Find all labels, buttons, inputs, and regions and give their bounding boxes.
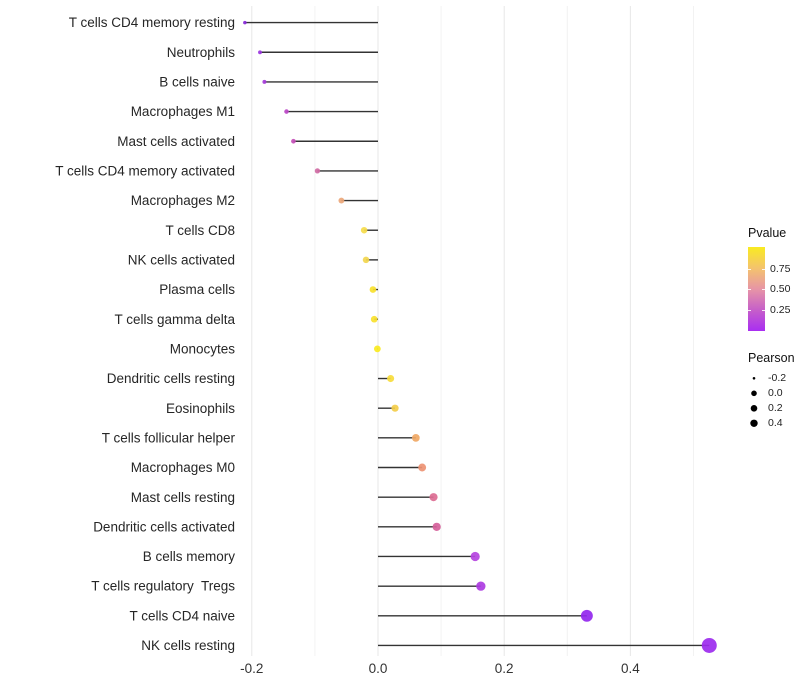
y-axis-label: NK cells activated bbox=[128, 252, 235, 267]
data-point bbox=[387, 374, 395, 383]
data-point bbox=[370, 315, 378, 323]
pearson-legend-dot bbox=[750, 419, 758, 427]
data-point bbox=[373, 345, 381, 353]
data-point bbox=[432, 522, 441, 531]
pearson-legend-title: Pearson bbox=[748, 351, 795, 365]
data-point bbox=[369, 286, 377, 293]
y-axis-label: T cells gamma delta bbox=[114, 312, 235, 327]
pearson-legend-dot bbox=[752, 377, 756, 380]
y-axis-label: T cells regulatory Tregs bbox=[91, 579, 235, 594]
pvalue-gradient-tick-mark bbox=[762, 310, 765, 312]
pvalue-legend-title: Pvalue bbox=[748, 226, 787, 240]
y-axis-label: T cells CD8 bbox=[165, 223, 235, 238]
y-axis-label: B cells naive bbox=[159, 75, 235, 90]
pvalue-legend-tick-label: 0.50 bbox=[770, 283, 791, 296]
x-axis-tick-label: 0.0 bbox=[369, 661, 388, 676]
y-axis-label: Eosinophils bbox=[166, 401, 235, 416]
y-axis-label: T cells follicular helper bbox=[102, 430, 236, 445]
pvalue-gradient-tick-mark bbox=[748, 268, 751, 270]
y-axis-label: Monocytes bbox=[170, 341, 236, 356]
data-point bbox=[362, 256, 370, 264]
y-axis-label: Mast cells activated bbox=[117, 134, 235, 149]
x-axis-tick-label: -0.2 bbox=[240, 661, 263, 676]
pearson-legend-dot bbox=[751, 390, 757, 397]
y-axis-label: Macrophages M1 bbox=[131, 104, 235, 119]
y-axis-label: T cells CD4 memory activated bbox=[55, 164, 235, 179]
data-point bbox=[360, 226, 368, 234]
pearson-legend-dot bbox=[750, 405, 758, 412]
data-point bbox=[391, 404, 399, 412]
y-axis-label: Dendritic cells resting bbox=[107, 371, 235, 386]
pearson-legend-label: 0.4 bbox=[768, 417, 783, 430]
data-point bbox=[580, 609, 593, 622]
pvalue-gradient-tick-mark bbox=[762, 268, 765, 270]
data-point bbox=[262, 79, 267, 84]
data-point bbox=[418, 463, 427, 472]
pvalue-legend-tick-label: 0.25 bbox=[770, 304, 791, 317]
data-point bbox=[476, 581, 486, 591]
y-axis-label: Macrophages M2 bbox=[131, 193, 235, 208]
y-axis-label: Dendritic cells activated bbox=[93, 519, 235, 534]
x-axis-tick-label: 0.4 bbox=[621, 661, 640, 676]
y-axis-label: Plasma cells bbox=[159, 282, 235, 297]
y-axis-label: NK cells resting bbox=[141, 638, 235, 653]
pvalue-gradient-bar bbox=[748, 247, 765, 331]
pearson-legend-label: 0.0 bbox=[768, 387, 783, 400]
data-point bbox=[291, 138, 296, 144]
pvalue-gradient-tick-mark bbox=[748, 289, 751, 291]
y-axis-label: B cells memory bbox=[143, 549, 236, 564]
data-point bbox=[470, 551, 480, 562]
x-axis-tick-label: 0.2 bbox=[495, 661, 514, 676]
y-axis-label: Macrophages M0 bbox=[131, 460, 235, 475]
y-axis-label: T cells CD4 memory resting bbox=[69, 15, 235, 30]
y-axis-label: T cells CD4 naive bbox=[129, 608, 235, 623]
pearson-legend-label: 0.2 bbox=[768, 402, 783, 415]
data-point bbox=[429, 493, 438, 502]
data-point bbox=[258, 50, 262, 55]
data-point bbox=[243, 20, 247, 25]
data-point bbox=[284, 109, 289, 114]
data-point bbox=[701, 637, 717, 653]
pvalue-gradient-tick-mark bbox=[762, 289, 765, 291]
pvalue-legend-tick-label: 0.75 bbox=[770, 262, 791, 275]
pearson-legend-label: -0.2 bbox=[768, 372, 787, 385]
y-axis-label: Mast cells resting bbox=[131, 490, 235, 505]
pvalue-gradient-tick-mark bbox=[748, 310, 751, 312]
data-point bbox=[411, 433, 420, 442]
data-point bbox=[338, 197, 345, 204]
data-point bbox=[314, 168, 321, 174]
y-axis-label: Neutrophils bbox=[167, 45, 236, 60]
